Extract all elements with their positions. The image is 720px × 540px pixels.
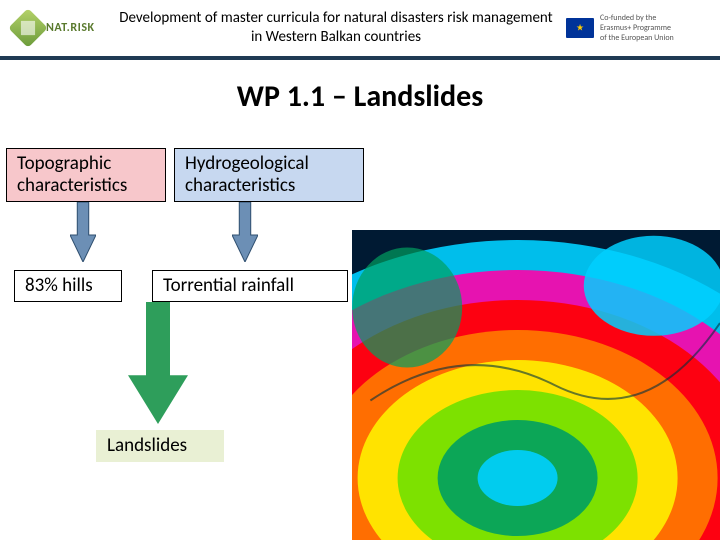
big-arrow-down-icon xyxy=(128,302,188,424)
cofunded-line: Erasmus+ Programme xyxy=(600,23,674,33)
eu-cofunded-block: Co-funded by the Erasmus+ Programme of t… xyxy=(566,13,706,43)
eu-flag-icon xyxy=(566,18,594,38)
header-title: Development of master curricula for natu… xyxy=(106,9,566,47)
slide-title: WP 1.1 – Landslides xyxy=(0,78,720,115)
satellite-precipitation-map xyxy=(352,230,720,540)
box-landslides: Landslides xyxy=(96,430,224,462)
box-hills-stat: 83% hills xyxy=(14,270,122,302)
box-torrential-rain: Torrential rainfall xyxy=(152,270,348,302)
cofunded-line: of the European Union xyxy=(600,33,674,43)
box-topographic: Topographic characteristics xyxy=(6,148,166,202)
box-hydrogeological: Hydrogeological characteristics xyxy=(174,148,364,202)
leaf-badge-icon xyxy=(8,8,48,48)
arrow-down-icon xyxy=(232,202,258,262)
project-logo: NAT.RISK xyxy=(14,6,106,50)
arrow-down-icon xyxy=(70,202,96,262)
project-logo-text: NAT.RISK xyxy=(46,21,95,35)
slide-header: NAT.RISK Development of master curricula… xyxy=(0,0,720,60)
cofunded-line: Co-funded by the xyxy=(600,13,674,23)
